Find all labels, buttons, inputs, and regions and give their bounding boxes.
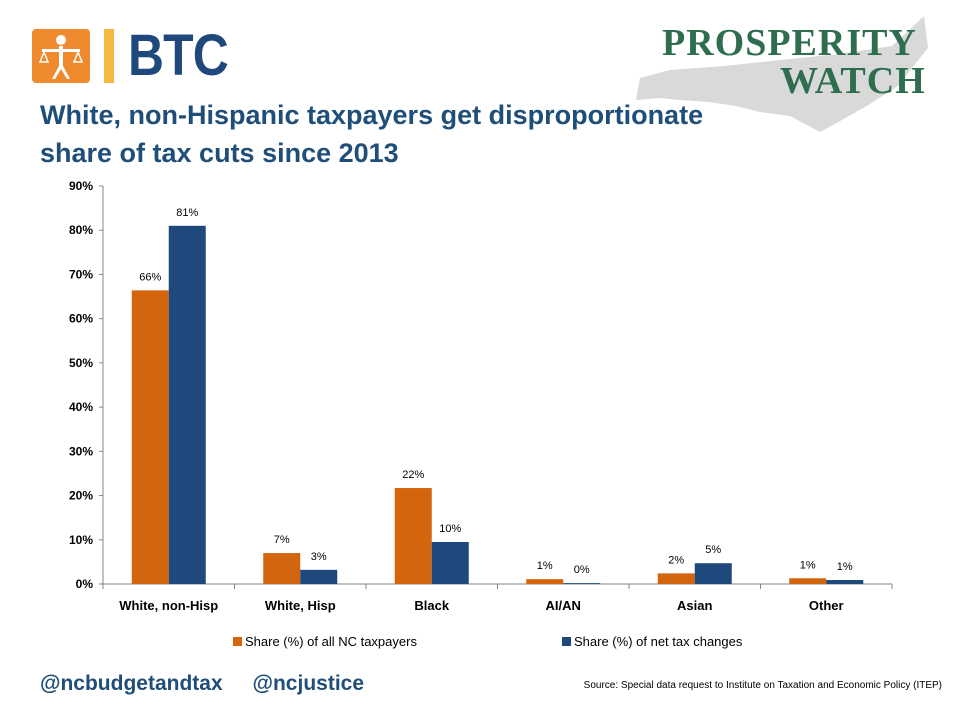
bar-taxpayers (526, 579, 564, 584)
y-tick-label: 70% (69, 267, 93, 281)
btc-logo: BTC (32, 26, 244, 86)
logo-divider (104, 29, 114, 83)
bar-tax-changes (563, 583, 601, 584)
social-handles: @ncbudgetandtax @ncjustice (40, 672, 388, 696)
y-tick-label: 0% (76, 577, 94, 591)
data-label: 1% (537, 560, 553, 572)
y-tick-label: 80% (69, 223, 93, 237)
data-label: 2% (668, 554, 684, 566)
data-label: 22% (402, 469, 424, 481)
data-label: 1% (800, 559, 816, 571)
bar-tax-changes (431, 541, 469, 584)
bar-tax-changes (300, 569, 338, 584)
legend-item-taxpayers: Share (%) of all NC taxpayers (233, 634, 417, 649)
data-label: 7% (274, 534, 290, 546)
data-label: 1% (837, 561, 853, 573)
bar-taxpayers (394, 488, 432, 584)
chart-title: White, non-Hispanic taxpayers get dispro… (40, 100, 704, 168)
handle-ncjustice: @ncjustice (252, 672, 365, 695)
x-category-label: Asian (677, 598, 712, 613)
chart-legend: Share (%) of all NC taxpayers Share (%) … (0, 634, 960, 654)
bar-taxpayers (789, 578, 827, 584)
legend-label-tax-changes: Share (%) of net tax changes (574, 634, 743, 649)
data-label: 0% (574, 564, 590, 576)
bar-taxpayers (131, 290, 169, 584)
source-note: Source: Special data request to Institut… (583, 680, 942, 691)
x-category-label: AI/AN (546, 598, 581, 613)
data-label: 10% (439, 523, 461, 535)
y-tick-label: 10% (69, 533, 93, 547)
bar-tax-changes (826, 580, 864, 584)
y-tick-label: 90% (69, 179, 93, 193)
btc-logo-text: BTC (128, 23, 229, 88)
nc-state-shape-icon (636, 16, 928, 132)
bar-tax-changes (694, 563, 732, 584)
y-tick-label: 30% (69, 444, 93, 458)
y-tick-label: 20% (69, 489, 93, 503)
person-scale-icon (32, 29, 90, 83)
x-category-label: White, Hisp (265, 598, 336, 613)
handle-ncbudgetandtax: @ncbudgetandtax (40, 672, 223, 695)
legend-swatch-tax-changes (562, 637, 571, 646)
data-label: 81% (176, 207, 198, 219)
x-category-label: Black (414, 598, 449, 613)
y-tick-label: 50% (69, 356, 93, 370)
bar-taxpayers (657, 573, 695, 584)
legend-label-taxpayers: Share (%) of all NC taxpayers (245, 634, 417, 649)
y-tick-label: 40% (69, 400, 93, 414)
prosperity-watch-logo: PROSPERITY WATCH (630, 8, 930, 133)
legend-swatch-taxpayers (233, 637, 242, 646)
bar-taxpayers (263, 553, 301, 584)
bar-tax-changes (168, 225, 206, 585)
prosperity-logo-line1: PROSPERITY (662, 22, 917, 64)
legend-item-tax-changes: Share (%) of net tax changes (562, 634, 742, 649)
data-label: 5% (705, 544, 721, 556)
data-label: 66% (139, 271, 161, 283)
prosperity-logo-line2: WATCH (780, 60, 926, 102)
x-category-label: Other (809, 598, 844, 613)
y-tick-label: 60% (69, 312, 93, 326)
data-label: 3% (311, 551, 327, 563)
x-category-label: White, non-Hisp (119, 598, 218, 613)
